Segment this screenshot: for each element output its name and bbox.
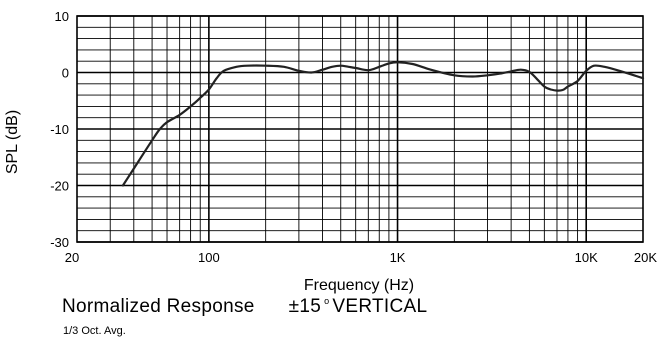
caption-angle: ±15 xyxy=(288,296,322,317)
y-tick-label: -30 xyxy=(50,235,69,250)
averaging-note: 1/3 Oct. Avg. xyxy=(63,325,126,337)
x-tick-label: 20 xyxy=(65,250,79,265)
degree-mark: o xyxy=(324,296,330,306)
response-curve xyxy=(121,61,645,187)
chart-caption: Normalized Response ±15 o VERTICAL xyxy=(62,296,427,318)
y-tick-label: -20 xyxy=(50,179,69,194)
x-axis-label: Frequency (Hz) xyxy=(304,277,414,294)
caption-orientation: VERTICAL xyxy=(332,296,428,317)
x-tick-label: 100 xyxy=(198,250,220,265)
x-tick-labels: 20 100 1K 10K 20K xyxy=(65,250,658,265)
y-axis-label: SPL (dB) xyxy=(4,110,21,174)
x-tick-label: 10K xyxy=(575,250,598,265)
y-tick-label: -10 xyxy=(50,122,69,137)
plot-border xyxy=(76,15,644,243)
y-tick-label: 10 xyxy=(55,9,69,24)
y-tick-labels: 10 0 -10 -20 -30 xyxy=(50,9,69,250)
x-tick-label: 20K xyxy=(634,250,657,265)
x-tick-label: 1K xyxy=(390,250,406,265)
y-tick-label: 0 xyxy=(62,66,69,81)
caption-title: Normalized Response xyxy=(62,296,255,317)
chart-grid xyxy=(76,15,644,243)
series-group xyxy=(121,61,645,187)
